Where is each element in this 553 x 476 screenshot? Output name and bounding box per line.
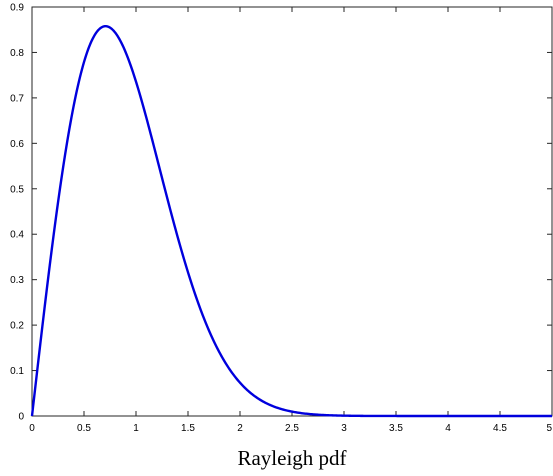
x-tick-label: 1	[133, 423, 139, 434]
x-tick-label: 2.5	[285, 423, 299, 434]
y-tick-label: 0.6	[10, 139, 24, 150]
x-tick-label: 2	[237, 423, 243, 434]
y-tick-label: 0	[18, 412, 24, 423]
y-tick-label: 0.4	[10, 230, 24, 241]
y-tick-label: 0.1	[10, 366, 24, 377]
x-tick-label: 3	[341, 423, 347, 434]
y-tick-label: 0.5	[10, 184, 24, 195]
x-tick-label: 0	[29, 423, 35, 434]
x-tick-label: 5	[546, 423, 552, 434]
x-tick-label: 4.5	[493, 423, 507, 434]
y-tick-label: 0.2	[10, 321, 24, 332]
x-tick-label: 0.5	[77, 423, 91, 434]
y-axis: 0 0.1 0.2 0.3 0.4 0.5 0.6 0.7 0.8 0.9	[10, 3, 552, 423]
y-tick-label: 0.8	[10, 48, 24, 59]
y-tick-label: 0.3	[10, 275, 24, 286]
x-axis-label: Rayleigh pdf	[237, 446, 346, 470]
y-tick-label: 0.9	[10, 3, 24, 14]
x-tick-label: 3.5	[389, 423, 403, 434]
x-tick-label: 1.5	[181, 423, 195, 434]
rayleigh-pdf-line	[30, 25, 553, 418]
x-tick-label: 4	[445, 423, 451, 434]
y-tick-label: 0.7	[10, 93, 24, 104]
plot-area	[31, 6, 553, 417]
